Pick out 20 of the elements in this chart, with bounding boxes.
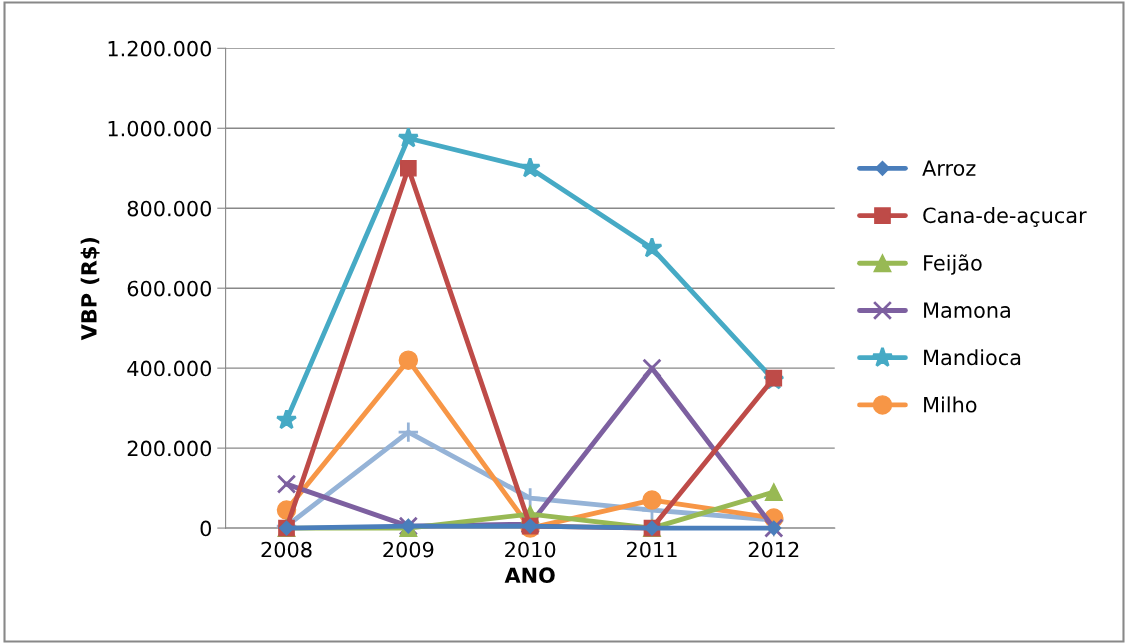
y-tick-label: 1.200.000 [108, 40, 212, 57]
x-tick-label: 2011 [627, 541, 677, 558]
legend-label: Arroz [922, 160, 976, 176]
x-tick-label: 2010 [505, 541, 556, 558]
legend-label: Mandioca [924, 349, 1021, 366]
y-tick-label: 0 [200, 520, 212, 537]
y-tick-label: 600.000 [127, 280, 212, 297]
y-tick-label: 1.000.000 [108, 120, 212, 137]
legend-label: Feijão [924, 254, 982, 275]
legend-label: Mamona [924, 302, 1010, 319]
y-axis-title: VBP (R$) [80, 237, 100, 341]
x-tick-label: 2008 [261, 541, 312, 558]
legend-label: Cana-de-açucar [923, 207, 1087, 227]
y-tick-label: 200.000 [127, 440, 212, 457]
legend-label: Milho [924, 396, 977, 413]
x-axis-title: ANO [504, 567, 555, 584]
y-tick-label: 800.000 [127, 200, 212, 217]
x-tick-label: 2012 [748, 541, 799, 558]
y-tick-label: 400.000 [127, 360, 212, 377]
x-tick-label: 2009 [383, 541, 434, 558]
